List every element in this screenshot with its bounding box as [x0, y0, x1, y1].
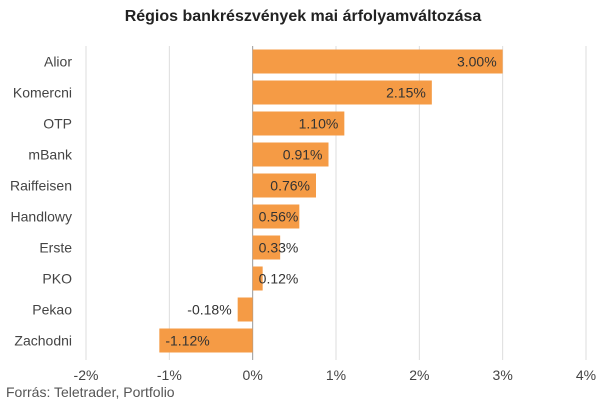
- category-label: OTP: [43, 116, 72, 132]
- bar: [252, 111, 345, 136]
- bar: [252, 80, 432, 105]
- data-label: -0.18%: [187, 302, 231, 318]
- bar: [252, 204, 300, 229]
- x-tick-label: 4%: [576, 367, 596, 383]
- data-label: -1.12%: [165, 333, 209, 349]
- category-label: Erste: [39, 240, 72, 256]
- category-label: Pekao: [32, 302, 72, 318]
- x-tick-label: 0%: [243, 367, 263, 383]
- data-label: 0.12%: [259, 271, 299, 287]
- data-label: 3.00%: [457, 54, 497, 70]
- data-label: 2.15%: [386, 85, 426, 101]
- category-label: Handlowy: [11, 209, 72, 225]
- x-tick-label: 3%: [493, 367, 513, 383]
- bar: [252, 142, 329, 167]
- x-tick-label: 2%: [409, 367, 429, 383]
- category-label: mBank: [28, 147, 73, 163]
- category-label: Zachodni: [14, 333, 72, 349]
- x-tick-label: -1%: [157, 367, 182, 383]
- x-tick-label: 1%: [326, 367, 346, 383]
- category-label: Alior: [44, 54, 72, 70]
- data-label: 0.56%: [259, 209, 299, 225]
- category-label: Raiffeisen: [10, 178, 72, 194]
- source-note: Forrás: Teletrader, Portfolio: [6, 384, 175, 400]
- bar: [252, 173, 316, 198]
- bar: [159, 328, 253, 353]
- chart-title: Régios bankrészvények mai árfolyamváltoz…: [124, 8, 482, 25]
- data-label: 0.91%: [283, 147, 323, 163]
- data-label: 1.10%: [299, 116, 339, 132]
- bar: [252, 266, 263, 291]
- bar: [252, 49, 503, 74]
- category-label: Komercni: [13, 85, 72, 101]
- bar: [252, 235, 281, 260]
- data-label: 0.76%: [270, 178, 310, 194]
- data-label: 0.33%: [259, 240, 299, 256]
- category-label: PKO: [42, 271, 72, 287]
- bar: [237, 297, 253, 322]
- x-tick-label: -2%: [74, 367, 99, 383]
